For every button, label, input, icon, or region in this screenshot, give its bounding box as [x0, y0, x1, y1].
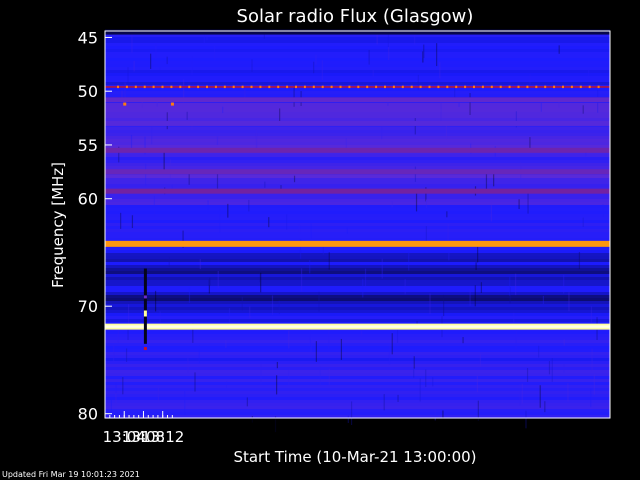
y-tick-label: 60	[78, 190, 98, 209]
interference-dot	[170, 102, 174, 106]
emission-bands	[105, 29, 610, 330]
interference-dot	[490, 85, 493, 89]
interference-dot	[214, 85, 217, 89]
interference-dot	[446, 85, 449, 89]
band-3	[105, 120, 610, 126]
interference-dot	[437, 85, 440, 89]
band-2	[105, 97, 610, 103]
interference-dot	[428, 85, 431, 89]
interference-dot	[197, 85, 200, 89]
interference-dot	[330, 85, 333, 89]
band-4	[105, 147, 610, 153]
interference-dot	[473, 85, 475, 89]
interference-dot	[188, 85, 191, 89]
interference-dot	[303, 85, 306, 89]
interference-dot	[277, 85, 280, 89]
interference-dot	[321, 85, 324, 89]
interference-dot	[419, 85, 422, 89]
x-axis-label: Start Time (10-Mar-21 13:00:00)	[233, 448, 476, 466]
interference-dot	[401, 85, 404, 89]
band-6	[105, 188, 610, 194]
interference-dot	[339, 85, 342, 89]
interference-dot	[392, 85, 395, 89]
interference-dot	[455, 85, 458, 89]
interference-dot	[579, 85, 582, 89]
interference-dot	[375, 85, 378, 89]
interference-dot	[117, 85, 119, 89]
y-axis-label: Frequency [MHz]	[49, 162, 67, 288]
y-axis: 45 50 55 60 70 80	[78, 28, 112, 424]
interference-dot	[588, 85, 591, 89]
interference-dot	[170, 85, 173, 89]
interference-dot	[250, 85, 253, 89]
y-tick-label: 70	[78, 297, 98, 316]
band-0	[105, 29, 610, 35]
interference-dot	[410, 85, 413, 89]
interference-dot	[570, 85, 573, 89]
interference-dot	[179, 85, 182, 89]
interference-dot	[286, 85, 289, 89]
interference-dots	[117, 85, 600, 106]
interference-dot	[348, 85, 351, 89]
chart-title: Solar radio Flux (Glasgow)	[237, 6, 474, 27]
interference-dot	[152, 85, 155, 89]
interference-dot	[366, 85, 369, 89]
interference-dot	[241, 85, 244, 89]
interference-dot	[464, 85, 467, 89]
interference-dot	[535, 85, 538, 89]
band-core-8	[105, 325, 610, 328]
interference-dot	[517, 85, 520, 89]
spectrogram-texture	[110, 31, 604, 433]
interference-dot	[384, 85, 386, 89]
plot-area	[105, 29, 610, 433]
interference-dot	[295, 85, 297, 89]
interference-dot	[508, 85, 511, 89]
x-tick-label: 13:08	[122, 428, 165, 446]
y-tick-label: 50	[78, 82, 98, 101]
interference-dot	[125, 85, 128, 89]
interference-dot	[223, 85, 226, 89]
interference-dot	[232, 85, 235, 89]
interference-dot	[268, 85, 271, 89]
x-tick-label: 13:04	[103, 428, 146, 446]
band-7	[105, 240, 610, 247]
interference-dot	[481, 85, 484, 89]
y-tick-label: 45	[78, 28, 98, 47]
interference-dot	[259, 85, 262, 89]
interference-dot	[134, 85, 137, 89]
spectrogram-background	[105, 31, 610, 419]
interference-dot	[526, 85, 529, 89]
y-tick-label: 55	[78, 136, 98, 155]
interference-dot	[143, 85, 146, 89]
interference-dot	[544, 85, 547, 89]
interference-dot	[161, 85, 164, 89]
band-5	[105, 169, 610, 175]
interference-dot	[357, 85, 360, 89]
interference-dot	[553, 85, 556, 89]
interference-dot	[499, 85, 502, 89]
updated-timestamp: Updated Fri Mar 19 10:01:23 2021	[2, 470, 140, 479]
y-tick-label: 80	[78, 405, 98, 424]
plot-border	[104, 30, 611, 419]
interference-dot	[123, 102, 127, 106]
interference-dot	[206, 85, 208, 89]
radio-burst	[143, 268, 147, 351]
interference-dot	[597, 85, 600, 89]
x-tick-label: 13:12	[141, 428, 184, 446]
interference-dot	[562, 85, 564, 89]
interference-dot	[312, 85, 315, 89]
